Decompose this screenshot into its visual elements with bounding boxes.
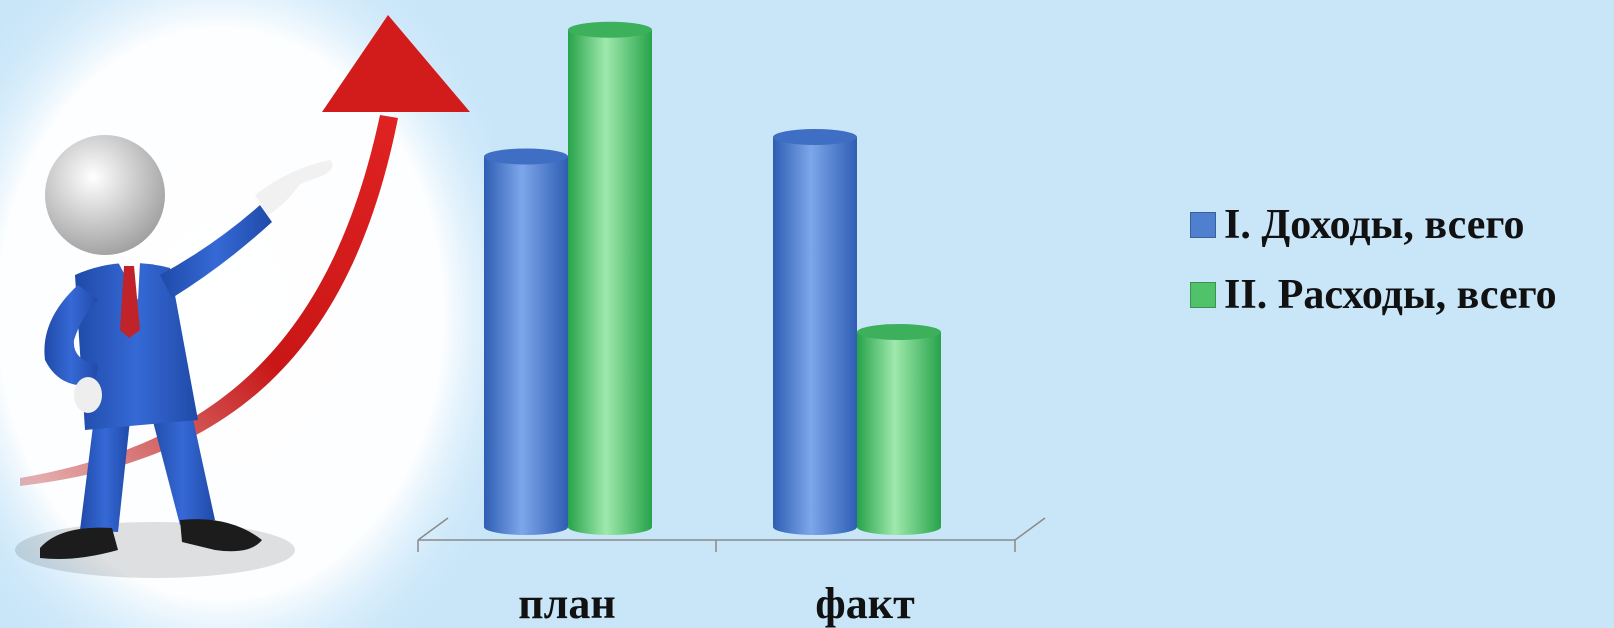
bar-expenses-0 <box>568 21 652 535</box>
legend-label-expenses: II. Расходы, всего <box>1224 272 1557 318</box>
x-tick-label-plan: план <box>518 579 615 628</box>
bar-income-0 <box>484 148 568 535</box>
legend-item-income: I. Доходы, всего <box>1190 190 1557 260</box>
x-axis-floor <box>417 517 1046 552</box>
pointing-hand-icon <box>255 160 333 215</box>
legend-item-expenses: II. Расходы, всего <box>1190 260 1557 330</box>
chart-legend: I. Доходы, всего II. Расходы, всего <box>1190 190 1557 330</box>
bar-income-1 <box>773 129 857 535</box>
legend-label-income: I. Доходы, всего <box>1224 202 1525 248</box>
arrow-head-icon <box>322 15 470 112</box>
legend-swatch-blue <box>1190 212 1216 238</box>
legend-swatch-green <box>1190 282 1216 308</box>
red-arrow-icon <box>20 115 398 486</box>
businessman-pointing-up-arrow-icon <box>0 0 490 628</box>
bar-expenses-1 <box>857 324 941 535</box>
x-tick-label-fact: факт <box>815 579 915 628</box>
